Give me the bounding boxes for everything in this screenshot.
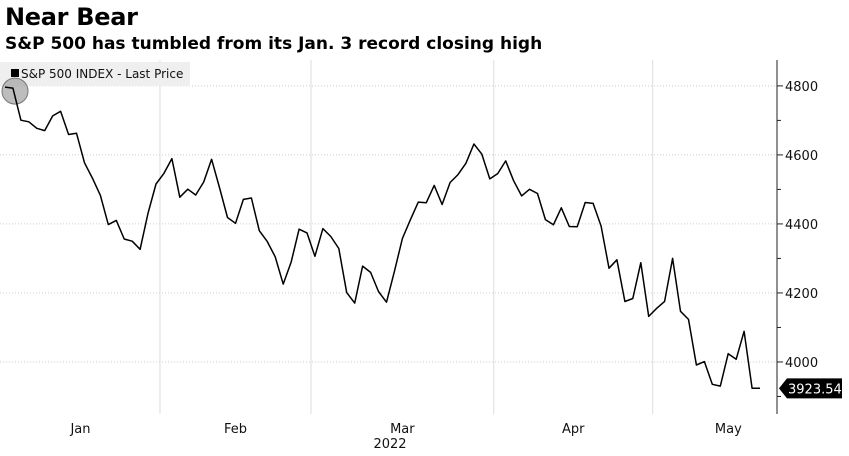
chart-subtitle: S&P 500 has tumbled from its Jan. 3 reco… (5, 34, 543, 54)
y-tick-label: 4400 (785, 218, 818, 233)
x-tick-label: Mar (390, 422, 415, 437)
x-tick-label: Feb (224, 422, 247, 437)
y-tick-label: 4600 (785, 149, 818, 164)
x-tick-label: Jan (69, 422, 90, 437)
legend-label: S&P 500 INDEX - Last Price (21, 67, 183, 81)
last-price-label: 3923.54 (788, 382, 842, 397)
x-tick-label: May (715, 422, 742, 437)
x-axis-year-label: 2022 (373, 437, 406, 452)
y-tick-label: 4800 (785, 80, 818, 95)
series-line (4, 86, 760, 390)
x-tick-label: Apr (562, 422, 585, 437)
legend-swatch (11, 69, 19, 77)
y-tick-label: 4200 (785, 287, 818, 302)
chart-title: Near Bear (5, 3, 138, 31)
legend-box (0, 62, 190, 86)
last-price-tag: 3923.54 (779, 378, 842, 399)
record-high-highlight-circle (1, 77, 29, 105)
y-tick-label: 4000 (785, 356, 818, 371)
